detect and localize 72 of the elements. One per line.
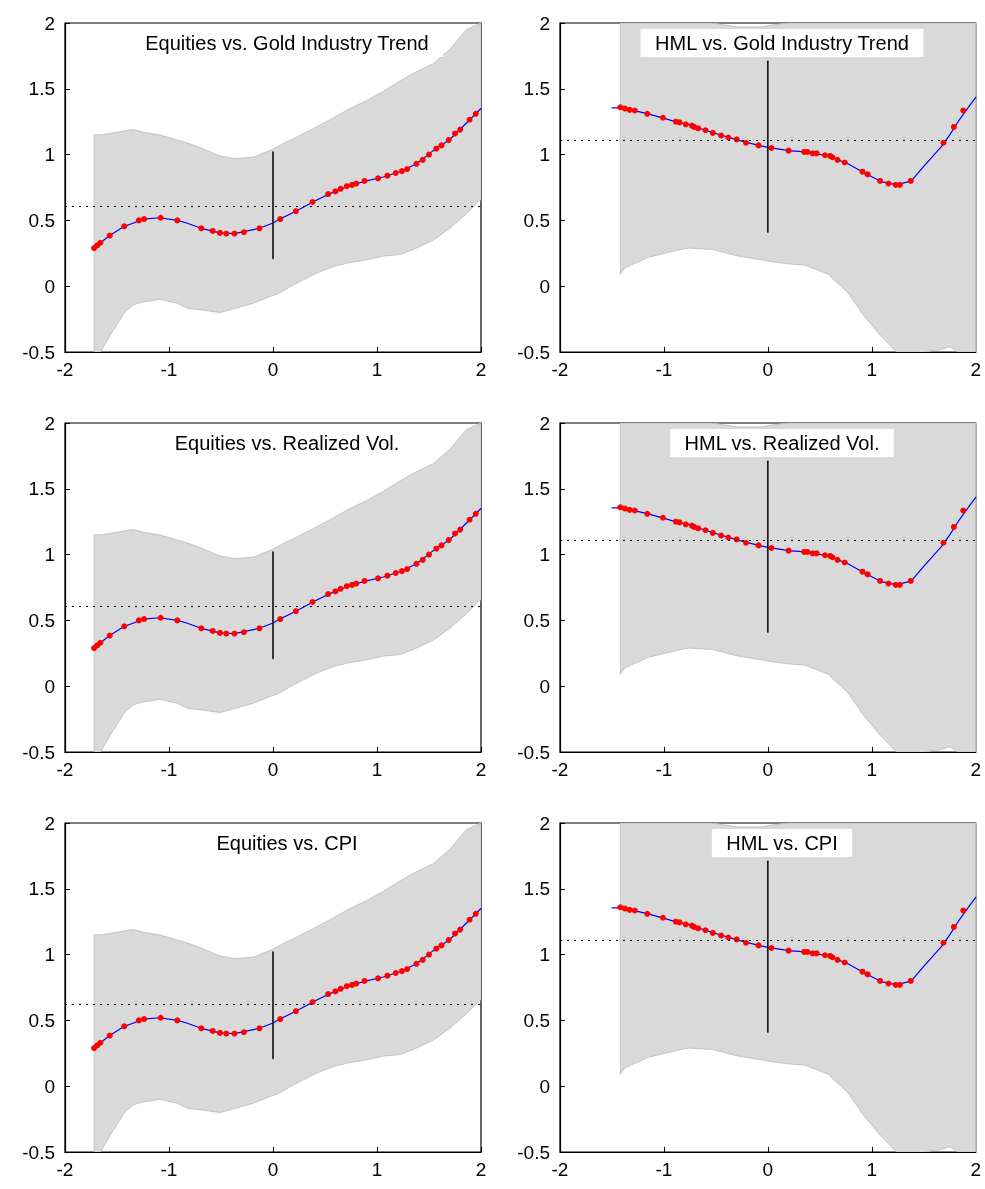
y-tick-label: 0 xyxy=(539,275,550,297)
x-tick-label: -1 xyxy=(655,359,673,380)
chart-title: Equities vs. Realized Vol. xyxy=(174,432,400,454)
y-tick-label: -0.5 xyxy=(517,741,550,763)
x-tick-label: 2 xyxy=(475,759,487,780)
y-tick-label: 1.5 xyxy=(523,878,550,900)
y-tick-label: 0.5 xyxy=(523,1009,550,1031)
x-tick-label: -1 xyxy=(655,759,673,780)
x-tick-label: -2 xyxy=(56,759,74,780)
y-tick-label: 0.5 xyxy=(28,209,55,231)
y-tick-label: 2 xyxy=(539,412,550,434)
x-tick-label: 1 xyxy=(371,759,383,780)
y-tick-label: 0 xyxy=(44,275,55,297)
chart-title: HML vs. Realized Vol. xyxy=(684,432,880,454)
x-tick-label: 2 xyxy=(475,359,487,380)
x-tick-label: 0 xyxy=(267,1159,279,1180)
y-tick-label: 2 xyxy=(44,412,55,434)
x-tick-label: 1 xyxy=(371,1159,383,1180)
y-tick-label: 1.5 xyxy=(523,78,550,100)
x-tick-label: -2 xyxy=(551,359,569,380)
y-tick-label: 0.5 xyxy=(28,1009,55,1031)
y-tick-label: 0.5 xyxy=(28,609,55,631)
y-tick-label: -0.5 xyxy=(517,341,550,363)
chart-title: HML vs. Gold Industry Trend xyxy=(655,32,909,54)
y-tick-label: -0.5 xyxy=(517,1141,550,1163)
y-tick-label: 0 xyxy=(539,1075,550,1097)
y-tick-label: 2 xyxy=(44,812,55,834)
y-tick-label: 1 xyxy=(44,944,55,966)
x-tick-label: 1 xyxy=(866,759,878,780)
y-tick-label: 0 xyxy=(44,675,55,697)
y-tick-label: 2 xyxy=(44,12,55,34)
y-tick-label: 1 xyxy=(539,144,550,166)
y-tick-label: 1.5 xyxy=(523,478,550,500)
chart-title: Equities vs. CPI xyxy=(216,832,358,854)
x-tick-label: 0 xyxy=(762,759,774,780)
y-tick-label: 1.5 xyxy=(28,478,55,500)
y-tick-label: 0.5 xyxy=(523,609,550,631)
y-tick-label: 1 xyxy=(539,544,550,566)
y-tick-label: 1.5 xyxy=(28,78,55,100)
x-tick-label: 2 xyxy=(970,759,982,780)
x-tick-label: 0 xyxy=(762,359,774,380)
x-tick-label: 0 xyxy=(267,359,279,380)
y-tick-label: 1 xyxy=(44,544,55,566)
y-tick-label: -0.5 xyxy=(22,1141,55,1163)
x-tick-label: 1 xyxy=(866,359,878,380)
x-tick-label: 2 xyxy=(475,1159,487,1180)
y-tick-label: -0.5 xyxy=(22,341,55,363)
y-tick-label: -0.5 xyxy=(22,741,55,763)
x-tick-label: -1 xyxy=(655,1159,673,1180)
x-tick-label: -2 xyxy=(56,1159,74,1180)
x-tick-label: -2 xyxy=(551,1159,569,1180)
y-tick-label: 1 xyxy=(539,944,550,966)
x-tick-label: 1 xyxy=(371,359,383,380)
y-tick-label: 2 xyxy=(539,12,550,34)
x-tick-label: 0 xyxy=(762,1159,774,1180)
y-tick-label: 0.5 xyxy=(523,209,550,231)
x-tick-label: -1 xyxy=(160,359,178,380)
x-tick-label: -1 xyxy=(160,1159,178,1180)
x-tick-label: -2 xyxy=(56,359,74,380)
x-tick-label: 1 xyxy=(866,1159,878,1180)
y-tick-label: 0 xyxy=(539,675,550,697)
y-tick-label: 1 xyxy=(44,144,55,166)
x-tick-label: 0 xyxy=(267,759,279,780)
y-tick-label: 1.5 xyxy=(28,878,55,900)
chart-title: Equities vs. Gold Industry Trend xyxy=(145,32,429,54)
chart-title: HML vs. CPI xyxy=(726,832,838,854)
x-tick-label: -1 xyxy=(160,759,178,780)
y-tick-label: 2 xyxy=(539,812,550,834)
y-tick-label: 0 xyxy=(44,1075,55,1097)
x-tick-label: 2 xyxy=(970,359,982,380)
x-tick-label: -2 xyxy=(551,759,569,780)
x-tick-label: 2 xyxy=(970,1159,982,1180)
